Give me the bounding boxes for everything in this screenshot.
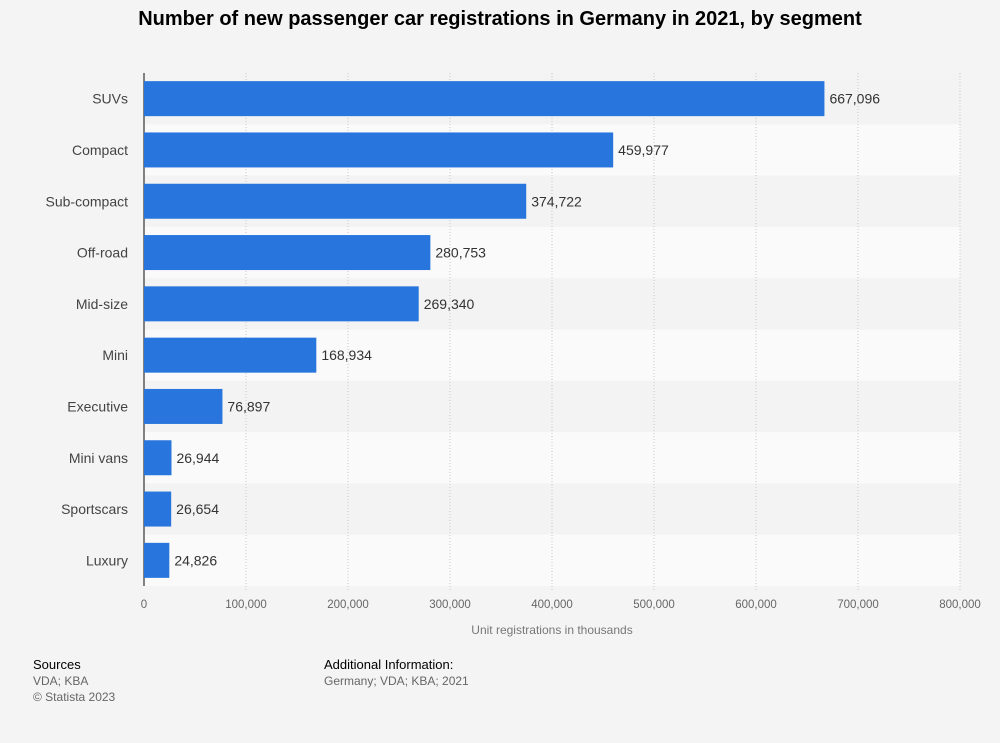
x-tick-label: 200,000 — [327, 599, 369, 611]
bar — [144, 388, 223, 424]
category-label: Off-road — [77, 245, 128, 261]
data-label: 374,722 — [531, 193, 582, 209]
data-label: 667,096 — [829, 91, 880, 107]
chart-title: Number of new passenger car registration… — [138, 8, 862, 30]
x-tick-label: 400,000 — [531, 599, 573, 611]
x-axis-title: Unit registrations in thousands — [471, 623, 632, 637]
category-label: Sportscars — [61, 501, 128, 517]
x-tick-label: 700,000 — [837, 599, 879, 611]
row-band — [144, 534, 960, 586]
category-label: Mini vans — [69, 450, 128, 466]
additional-info-label: Additional Information: — [324, 657, 454, 672]
category-label: Mid-size — [76, 296, 128, 312]
data-label: 26,654 — [176, 501, 219, 517]
bar — [144, 491, 172, 527]
sources-label: Sources — [33, 657, 81, 672]
category-label: Mini — [102, 347, 128, 363]
sources-block: Sources VDA; KBA © Statista 2023 — [33, 657, 115, 705]
data-label: 280,753 — [435, 245, 486, 261]
additional-info-block: Additional Information: Germany; VDA; KB… — [324, 657, 469, 689]
bar — [144, 440, 172, 476]
bar — [144, 183, 527, 219]
data-label: 269,340 — [424, 296, 475, 312]
bar — [144, 337, 317, 373]
category-label: Luxury — [86, 552, 128, 568]
row-band — [144, 483, 960, 535]
x-tick-label: 600,000 — [735, 599, 777, 611]
sources-line: VDA; KBA — [33, 674, 89, 688]
data-label: 459,977 — [618, 142, 669, 158]
category-label: Compact — [72, 142, 128, 158]
category-label: SUVs — [92, 91, 128, 107]
category-label: Executive — [67, 398, 128, 414]
x-tick-label: 300,000 — [429, 599, 471, 611]
category-label: Sub-compact — [46, 193, 129, 209]
data-label: 168,934 — [321, 347, 372, 363]
x-tick-label: 0 — [141, 599, 147, 611]
x-tick-label: 800,000 — [939, 599, 981, 611]
additional-info-text: Germany; VDA; KBA; 2021 — [324, 674, 469, 688]
copyright-line: © Statista 2023 — [33, 690, 116, 704]
data-label: 76,897 — [227, 398, 270, 414]
bar — [144, 542, 170, 578]
bar — [144, 132, 614, 168]
x-tick-label: 500,000 — [633, 599, 675, 611]
data-label: 26,944 — [176, 450, 219, 466]
bar — [144, 81, 825, 117]
x-tick-label: 100,000 — [225, 599, 267, 611]
bar — [144, 286, 419, 322]
bar — [144, 235, 431, 271]
data-label: 24,826 — [174, 552, 217, 568]
